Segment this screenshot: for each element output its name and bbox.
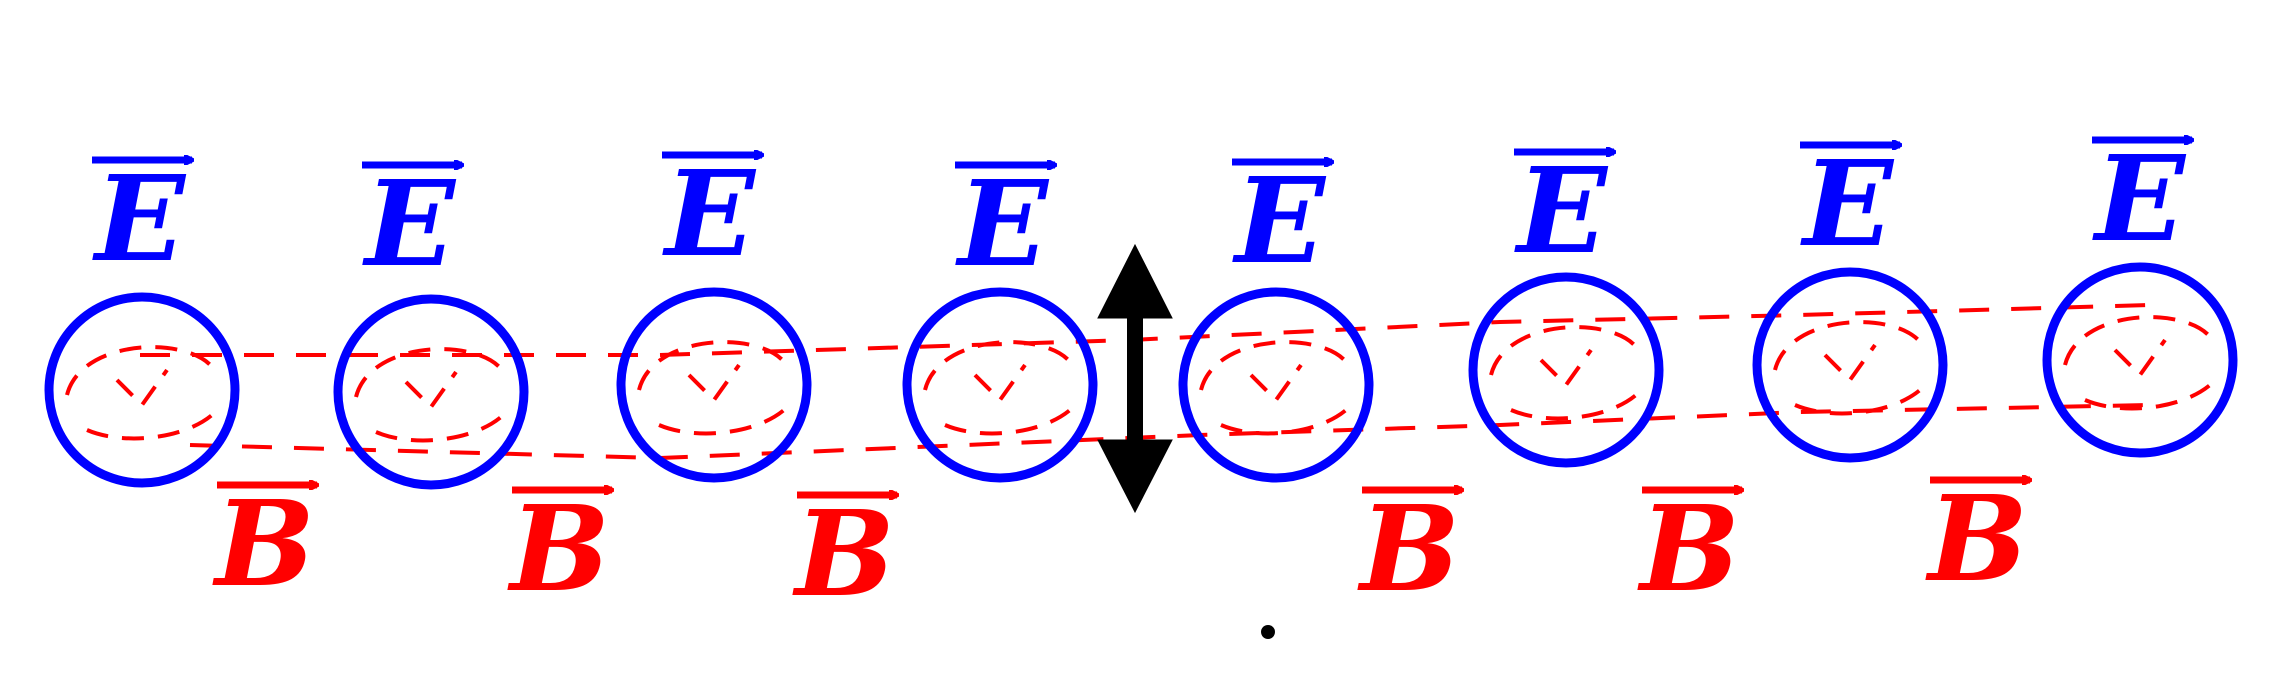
electric-field-loop-circle [2042,262,2238,458]
electric-field-loop [1468,272,1664,468]
electric-field-label: E [1514,141,1614,280]
magnetic-field-label-text: B [507,479,610,618]
electric-field-loops [44,262,2238,490]
electric-field-label: E [92,149,192,288]
magnetic-field-label-text: B [212,474,315,613]
electric-field-loop [333,294,529,490]
electric-field-loop-circle [1178,287,1374,483]
magnetic-field-lower-line [189,403,2151,461]
magnetic-field-swirl [1773,320,1927,416]
electric-field-loop-circle [902,287,1098,483]
magnetic-field-label: B [212,474,317,613]
magnetic-field-swirl [637,340,791,436]
magnetic-field-label: B [792,484,897,623]
electric-field-loop-circle [1468,272,1664,468]
electric-field-label-text: E [662,144,757,283]
magnetic-field-upper-line [140,303,2151,357]
electric-field-label-text: E [1800,134,1895,273]
magnetic-field-label: B [507,479,612,618]
electric-field-label-text: E [92,149,187,288]
magnetic-field-swirl [65,345,219,441]
magnetic-field-label: B [1925,469,2030,608]
electric-field-label-text: E [955,154,1050,293]
magnetic-field-swirl [1489,325,1643,421]
magnetic-field-lines [140,303,2151,461]
electric-field-label: E [2092,129,2192,268]
electric-field-loop [2042,262,2238,458]
electric-field-label: E [662,144,762,283]
magnetic-field-label: B [1357,479,1462,618]
magnetic-field-swirl [2063,315,2217,411]
electric-field-label-text: E [362,154,457,293]
electric-field-loop [44,292,240,488]
electric-field-label-text: E [1232,151,1327,290]
electric-field-loop-circle [1752,267,1948,463]
electric-field-loop [902,287,1098,483]
magnetic-field-swirl [354,347,508,443]
magnetic-field-swirl [923,340,1077,436]
magnetic-field-label-text: B [1637,479,1740,618]
electric-field-label: E [362,154,462,293]
electric-field-label-text: E [2092,129,2187,268]
electric-field-loop [616,287,812,483]
electric-field-loop-circle [44,292,240,488]
electric-field-loop [1178,287,1374,483]
electric-field-loop [1752,267,1948,463]
double-headed-arrow-icon [1097,243,1173,514]
magnetic-field-label-text: B [1357,479,1460,618]
magnetic-field-swirl [1199,340,1353,436]
electric-field-label: E [1232,151,1332,290]
magnetic-field-label-text: B [792,484,895,623]
electric-field-loop-circle [616,287,812,483]
magnetic-field-label-text: B [1925,469,2028,608]
electric-field-label: E [955,154,1055,293]
magnetic-field-label: B [1637,479,1742,618]
electric-field-label-text: E [1514,141,1609,280]
small-dot [1261,625,1275,639]
electric-field-label: E [1800,134,1900,273]
electric-field-loop-circle [333,294,529,490]
